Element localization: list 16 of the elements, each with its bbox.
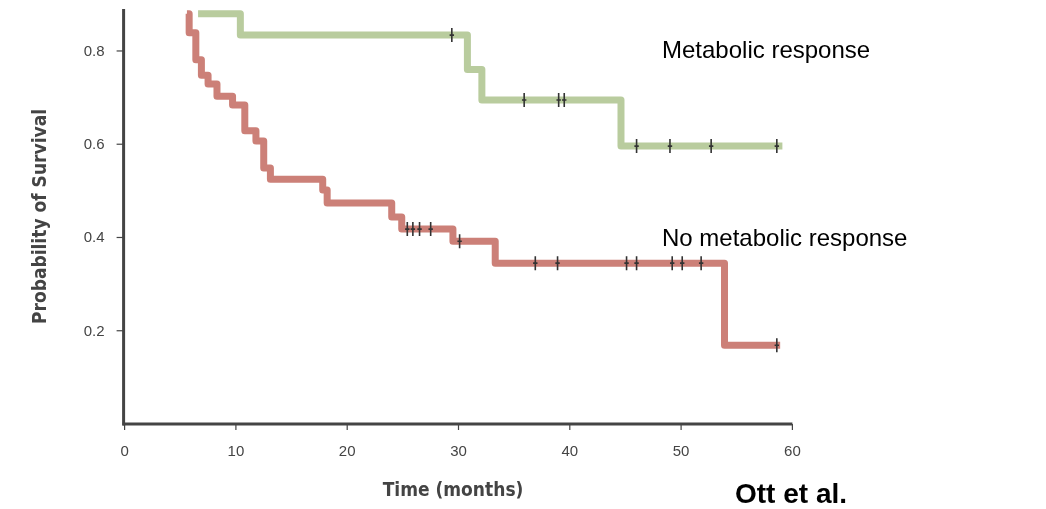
y-tick-label: 0.8	[83, 41, 105, 59]
y-axis-title: Probability of Survival	[28, 108, 50, 325]
x-axis-title: Time (months)	[382, 478, 524, 500]
x-tick-label: 20	[338, 442, 356, 459]
x-tick-label: 40	[561, 442, 579, 459]
text: Metabolic response	[662, 36, 871, 63]
x-tick-label: 30	[450, 442, 467, 459]
x-tick-label: 10	[227, 442, 245, 459]
y-tick-label: 0.4	[83, 228, 105, 246]
x-tick-label: 0	[120, 442, 129, 459]
x-tick-label: 60	[784, 442, 801, 459]
y-tick-label: 0.2	[83, 321, 105, 339]
series-label: No metabolic response	[662, 224, 908, 251]
y-tick-label: 0.6	[83, 135, 105, 153]
text: Ott et al.	[735, 478, 848, 509]
x-tick-label: 50	[672, 442, 690, 459]
